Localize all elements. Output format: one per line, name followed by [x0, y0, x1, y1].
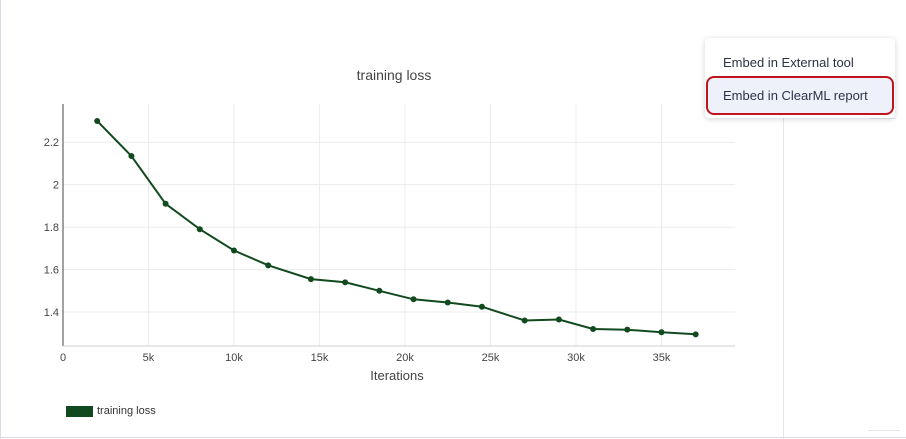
axes-layer: [62, 104, 735, 347]
data-point: [342, 279, 349, 286]
panel-divider-line: [868, 430, 900, 431]
data-point: [444, 299, 451, 306]
data-point: [307, 276, 314, 283]
tick-labels: 1.4 1.6 1.8 2 2.2 0 5k 10k 15k 20k 25k 30k 35k: [44, 137, 671, 364]
data-point: [94, 117, 101, 124]
x-tick-label: 20k: [396, 352, 414, 364]
x-tick-label: 0: [60, 352, 66, 364]
x-tick-label: 5k: [143, 352, 155, 364]
data-point: [162, 200, 169, 207]
frame-left-border: [0, 0, 1, 439]
x-tick-label: 15k: [311, 352, 329, 364]
data-point: [196, 226, 203, 233]
y-tick-label: 1.8: [44, 222, 59, 234]
x-tick-label: 35k: [653, 352, 671, 364]
embed-external-tool-item[interactable]: Embed in External tool: [723, 54, 854, 70]
data-point: [692, 331, 699, 338]
data-point: [624, 326, 631, 333]
y-tick-label: 1.4: [44, 307, 59, 319]
data-point: [521, 317, 528, 324]
data-point: [376, 287, 383, 294]
legend-swatch: [66, 405, 93, 417]
grid-layer: [63, 104, 735, 346]
panel-divider-line: [870, 118, 896, 119]
x-tick-label: 10k: [225, 352, 243, 364]
x-axis-label: Iterations: [370, 368, 424, 383]
y-tick-label: 1.6: [44, 265, 59, 277]
chart-title: training loss: [357, 67, 432, 83]
legend[interactable]: training loss: [66, 405, 156, 417]
data-point: [478, 303, 485, 310]
frame-bottom-border: [0, 437, 906, 438]
series-layer[interactable]: [94, 117, 699, 338]
legend-label: training loss: [97, 405, 156, 417]
data-point: [590, 326, 597, 333]
panel-divider: [783, 110, 784, 439]
y-tick-label: 2.2: [44, 137, 59, 149]
data-point: [128, 153, 135, 160]
series-line: [96, 120, 696, 336]
data-point: [265, 262, 272, 269]
embed-clearml-report-item[interactable]: Embed in ClearML report: [706, 76, 894, 115]
y-tick-label: 2: [53, 180, 59, 192]
data-point: [658, 329, 665, 336]
data-point: [410, 296, 417, 303]
x-tick-label: 30k: [567, 352, 585, 364]
data-point: [555, 316, 562, 323]
data-point: [230, 247, 237, 254]
x-tick-label: 25k: [482, 352, 500, 364]
embed-menu: Embed in External tool Embed in ClearML …: [705, 38, 895, 118]
